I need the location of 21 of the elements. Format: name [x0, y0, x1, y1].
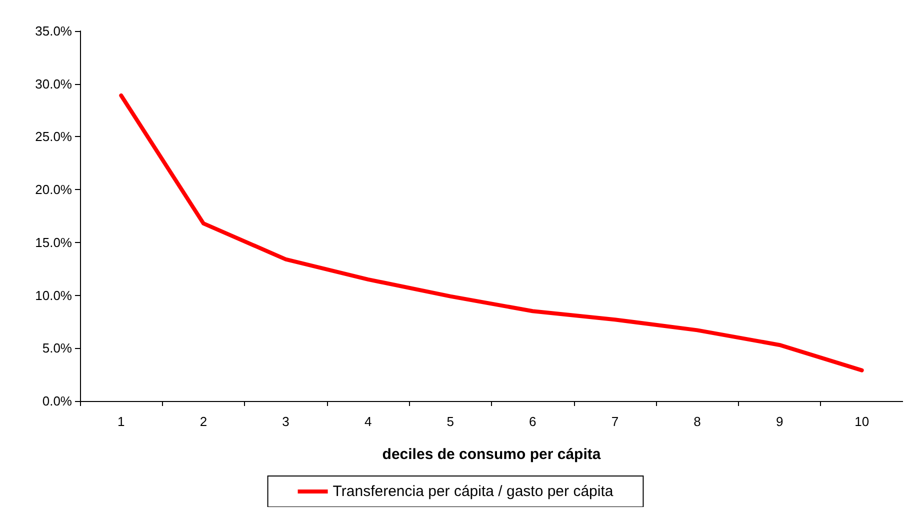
- x-tick-label: 3: [282, 414, 290, 429]
- legend-label: Transferencia per cápita / gasto per cápita: [332, 483, 614, 500]
- x-tick-label: 7: [611, 414, 619, 429]
- x-tick-label: 9: [776, 414, 784, 429]
- x-tick-label: 10: [854, 414, 870, 429]
- x-tick-label: 2: [200, 414, 208, 429]
- y-tick-label: 5.0%: [42, 340, 72, 356]
- y-tick-label: 35.0%: [35, 24, 72, 38]
- y-tick-label: 20.0%: [35, 182, 72, 198]
- y-tick-label: 15.0%: [35, 234, 72, 250]
- y-tick-label: 10.0%: [35, 288, 72, 303]
- x-tick-label: 1: [118, 414, 125, 429]
- y-tick-label: 25.0%: [35, 129, 72, 144]
- y-tick-label: 30.0%: [35, 76, 72, 92]
- line-series: [119, 93, 864, 372]
- x-tick-label: 6: [529, 414, 536, 429]
- x-axis-title: deciles de consumo per cápita: [382, 446, 602, 463]
- x-tick-label: 5: [446, 414, 454, 429]
- x-tick-label: 4: [364, 414, 372, 429]
- y-tick-label: 0.0%: [42, 394, 72, 408]
- x-tick-label: 8: [694, 414, 701, 429]
